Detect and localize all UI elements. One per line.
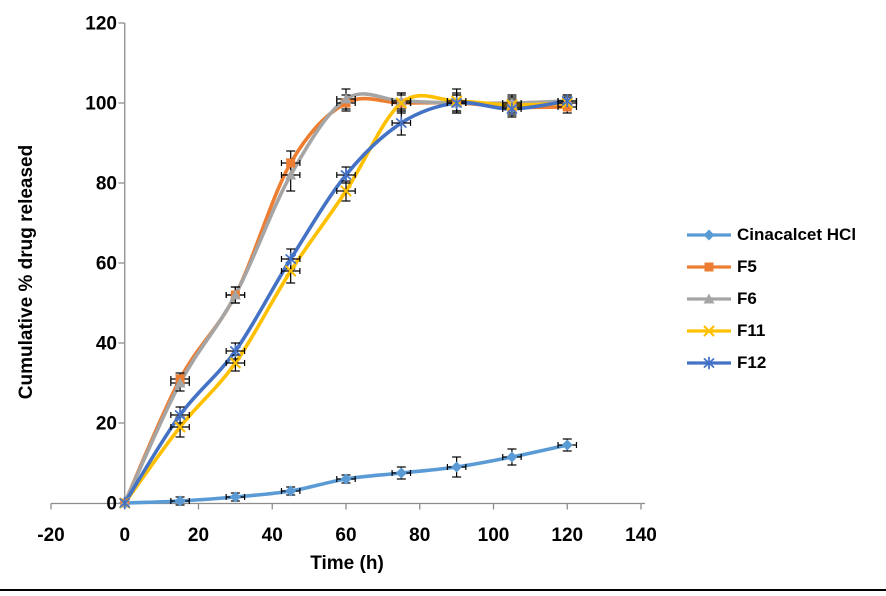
x-axis-tick-label: -20 bbox=[37, 525, 64, 546]
legend-marker-f12 bbox=[687, 356, 731, 370]
series-markers-f6 bbox=[119, 93, 573, 508]
y-axis-tick-label: 120 bbox=[85, 14, 117, 35]
legend-label-f12: F12 bbox=[737, 353, 767, 372]
series-markers-cinacalcet-hcl bbox=[119, 439, 573, 509]
series-markers-f11 bbox=[119, 95, 573, 509]
legend-item-f12: F12 bbox=[686, 347, 856, 379]
y-axis-title: Cumulative % drug released bbox=[16, 144, 37, 400]
series-markers-f5 bbox=[120, 98, 572, 508]
x-axis-tick-label: 0 bbox=[119, 525, 130, 546]
legend-item-f5: F5 bbox=[686, 251, 856, 283]
tick-labels: -20 0 20 40 60 80 100 120 140 0 20 40 60 80 100 120 bbox=[37, 14, 657, 547]
series-line-f11 bbox=[122, 93, 570, 505]
x-axis-title: Time (h) bbox=[310, 553, 384, 574]
y-axis-tick-label: 0 bbox=[106, 494, 117, 515]
legend-label-f5: F5 bbox=[737, 257, 757, 276]
series-line-f12 bbox=[122, 99, 570, 505]
legend: Cinacalcet HCl F5 F6 F11 F12 bbox=[686, 219, 856, 379]
legend-label-f6: F6 bbox=[737, 289, 757, 308]
legend-item-f6: F6 bbox=[686, 283, 856, 315]
x-axis-tick-label: 40 bbox=[262, 525, 283, 546]
legend-label-f11: F11 bbox=[737, 321, 766, 340]
x-axis-tick-label: 120 bbox=[551, 525, 583, 546]
x-axis-tick-label: 60 bbox=[335, 525, 356, 546]
legend-marker-f5 bbox=[687, 262, 731, 272]
bottom-divider-line bbox=[0, 589, 886, 591]
y-axis-tick-label: 40 bbox=[96, 334, 117, 355]
legend-marker-f6 bbox=[687, 293, 731, 304]
x-axis-tick-label: 20 bbox=[188, 525, 209, 546]
x-axis-tick-label: 140 bbox=[625, 525, 657, 546]
y-axis-tick-label: 100 bbox=[85, 94, 117, 115]
x-axis-tick-label: 80 bbox=[409, 525, 430, 546]
series-line-f6 bbox=[122, 92, 570, 505]
series-markers-f12 bbox=[119, 94, 573, 510]
y-axis-tick-label: 60 bbox=[96, 254, 117, 275]
legend-label-cinacalcet-hcl: Cinacalcet HCl bbox=[737, 225, 857, 244]
x-axis-tick-label: 100 bbox=[478, 525, 510, 546]
y-axis-tick-label: 20 bbox=[96, 414, 117, 435]
legend-item-f11: F11 bbox=[686, 315, 856, 347]
legend-marker-f11 bbox=[687, 325, 731, 337]
series-line-f5 bbox=[122, 96, 570, 505]
legend-item-cinacalcet-hcl: Cinacalcet HCl bbox=[686, 219, 856, 251]
y-axis-tick-label: 80 bbox=[96, 174, 117, 195]
legend-marker-cinacalcet-hcl bbox=[687, 229, 731, 241]
